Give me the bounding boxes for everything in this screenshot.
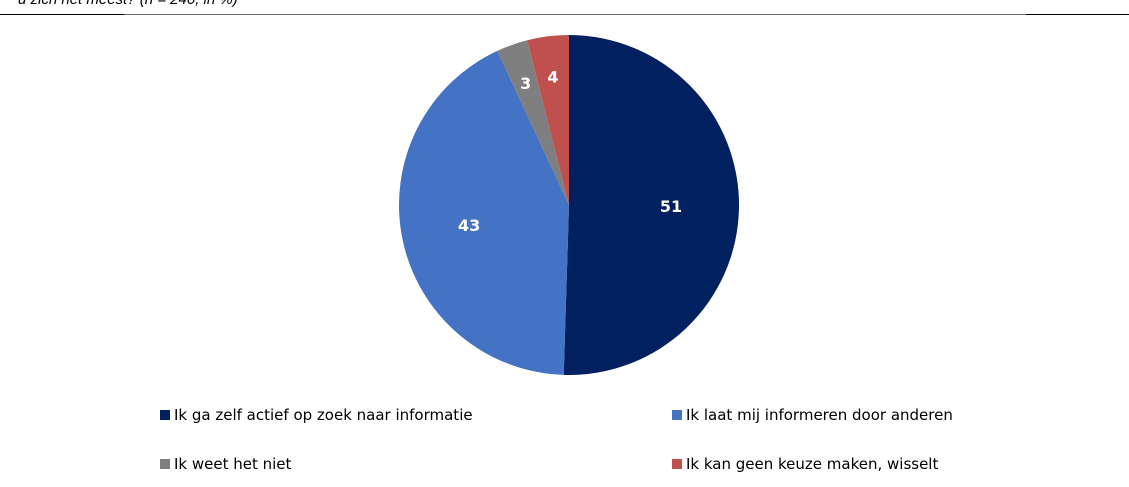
chart-caption: u zich het meest? (n = 240, in %) (18, 0, 238, 8)
header-rule-middle (124, 14, 1026, 15)
legend-label-zelf-actief: Ik ga zelf actief op zoek naar informati… (174, 406, 473, 424)
legend-swatch-weet-niet (160, 459, 170, 469)
legend-item-zelf-actief: Ik ga zelf actief op zoek naar informati… (160, 406, 473, 424)
pie-slice-weet-niet (497, 40, 569, 205)
legend-label-informeren-door-anderen: Ik laat mij informeren door anderen (686, 406, 953, 424)
pie-slice-informeren-door-anderen (399, 50, 569, 375)
legend-swatch-zelf-actief (160, 410, 170, 420)
header-rule-left (0, 14, 124, 15)
pie-label-zelf-actief: 51 (660, 197, 682, 216)
legend-label-weet-niet: Ik weet het niet (174, 455, 292, 473)
pie-label-informeren-door-anderen: 43 (458, 216, 480, 235)
legend-swatch-geen-keuze (672, 459, 682, 469)
legend-item-informeren-door-anderen: Ik laat mij informeren door anderen (672, 406, 953, 424)
legend-item-weet-niet: Ik weet het niet (160, 455, 291, 473)
header-rule-right (1026, 14, 1129, 15)
legend-item-geen-keuze: Ik kan geen keuze maken, wisselt (672, 455, 938, 473)
pie-label-geen-keuze: 4 (547, 67, 558, 86)
pie-slice-zelf-actief (563, 35, 739, 375)
legend-swatch-informeren-door-anderen (672, 410, 682, 420)
pie-label-weet-niet: 3 (520, 74, 531, 93)
pie-slice-geen-keuze (527, 35, 569, 205)
legend-label-geen-keuze: Ik kan geen keuze maken, wisselt (686, 455, 939, 473)
